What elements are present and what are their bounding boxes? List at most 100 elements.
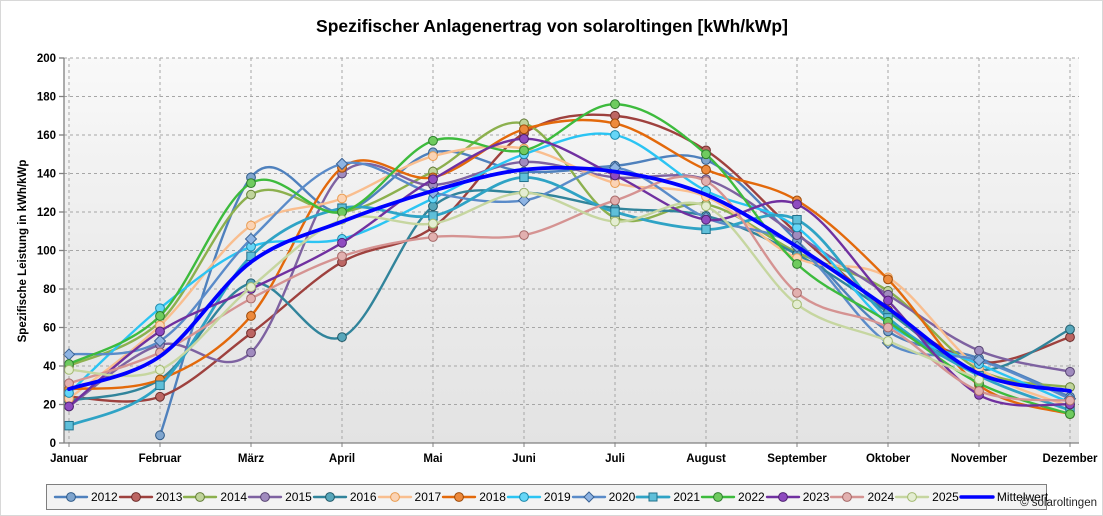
- marker-2022: [610, 99, 620, 110]
- y-tick-label: 160: [37, 130, 56, 142]
- legend-marker: [777, 492, 788, 502]
- x-tick-label: Januar: [50, 453, 88, 465]
- marker-2022: [701, 149, 711, 160]
- marker-2024: [792, 287, 802, 298]
- line-chart: 0 20 40 60 80 100 120 140 160 180 200 Januar Februar…: [17, 16, 1098, 465]
- marker-2024: [246, 293, 256, 304]
- legend-label-2015: 2015: [285, 490, 312, 504]
- marker-2025: [610, 216, 620, 227]
- marker-2025: [428, 218, 438, 229]
- marker-2021: [64, 420, 74, 431]
- marker-2020: [972, 354, 986, 367]
- legend-label-2023: 2023: [802, 490, 830, 504]
- legend-swatch-2013: [118, 492, 153, 502]
- legend-marker: [582, 491, 595, 503]
- series-line-Mittelwert: [67, 165, 1072, 393]
- legend-swatch-2024: [830, 492, 865, 502]
- marker-2022: [519, 145, 529, 156]
- legend-label-2020: 2020: [608, 490, 636, 504]
- marker-2023: [519, 133, 529, 144]
- series-line-2024: [67, 175, 1072, 402]
- marker-2018: [246, 311, 256, 321]
- legend-item-2015: 2015: [247, 490, 312, 504]
- marker-2018: [883, 274, 893, 285]
- legend-item-2023: 2023: [765, 490, 830, 504]
- legend-marker: [195, 492, 206, 502]
- marker-2022: [792, 259, 802, 269]
- legend-swatch-2016: [312, 492, 348, 502]
- marker-2020: [335, 157, 349, 171]
- marker-2023: [155, 326, 165, 337]
- marker-2016: [1065, 324, 1075, 335]
- legend-swatch-2025: [894, 492, 930, 502]
- marker-2023: [883, 295, 893, 306]
- marker-2021: [610, 207, 620, 217]
- legend-label-2013: 2013: [155, 490, 183, 504]
- series-Mittelwert: [67, 165, 1072, 393]
- legend-marker: [648, 492, 658, 502]
- legend-swatch-2014: [183, 492, 218, 502]
- legend-item-2020: 2020: [571, 490, 636, 504]
- marker-2024: [519, 230, 529, 241]
- legend-item-2025: 2025: [894, 490, 959, 504]
- marker-2024: [337, 251, 347, 262]
- legend-swatch-2019: [506, 492, 542, 502]
- marker-2021: [792, 215, 802, 225]
- legend-marker: [66, 492, 76, 502]
- marker-2021: [519, 172, 529, 183]
- marker-2023: [792, 199, 802, 210]
- legend-label-2012: 2012: [91, 490, 118, 504]
- y-tick-label: 40: [43, 361, 56, 373]
- marker-2023: [701, 214, 711, 225]
- legend-label-2018: 2018: [479, 490, 506, 504]
- series-2025: [64, 187, 984, 385]
- x-tick-label: Juni: [512, 453, 536, 465]
- x-tick-label: August: [686, 453, 726, 465]
- marker-2015: [246, 347, 256, 358]
- marker-2012: [155, 430, 165, 441]
- marker-2024: [974, 386, 984, 396]
- legend-marker: [713, 492, 723, 502]
- marker-2025: [701, 201, 711, 212]
- marker-2014: [246, 189, 256, 200]
- marker-2023: [428, 174, 438, 185]
- marker-2025: [155, 364, 165, 375]
- legend-marker: [324, 492, 335, 502]
- legend-item-2019: 2019: [506, 490, 571, 504]
- legend-label-2019: 2019: [543, 490, 571, 504]
- legend-item-2014: 2014: [182, 490, 247, 504]
- marker-2022: [246, 178, 256, 189]
- legend-item-2016: 2016: [312, 490, 377, 504]
- x-tick-label: Juli: [605, 453, 625, 465]
- marker-2020: [517, 194, 531, 207]
- x-tick-label: November: [951, 453, 1008, 465]
- legend-marker: [130, 492, 141, 502]
- series-line-2014: [67, 121, 1072, 389]
- y-axis-title: Spezifische Leistung in kWh/kWp: [17, 160, 29, 343]
- y-tick-label: 80: [43, 284, 56, 296]
- legend-label-2024: 2024: [867, 490, 895, 504]
- marker-2024: [428, 232, 438, 242]
- marker-2022: [155, 311, 165, 321]
- y-tick-label: 100: [37, 246, 56, 258]
- x-tick-label: April: [329, 453, 355, 465]
- marker-2025: [64, 364, 74, 375]
- series-line-2017: [67, 145, 1072, 408]
- legend-item-2022: 2022: [700, 490, 765, 504]
- legend-swatch-2021: [635, 492, 671, 502]
- x-tick-label: September: [767, 453, 827, 465]
- legend: 2012 2013 2014 2015 2016 2017 2018 2019 2020 2021…: [46, 484, 1048, 510]
- legend-item-2024: 2024: [829, 490, 894, 504]
- marker-2023: [64, 401, 74, 412]
- chart-title: Spezifischer Anlagenertrag von solarolti…: [316, 16, 788, 36]
- marker-2024: [701, 176, 711, 187]
- legend-swatch-2017: [377, 492, 412, 502]
- legend-swatch-Mittelwert: [959, 495, 995, 499]
- copyright-label: © solaroltingen: [1020, 497, 1097, 509]
- marker-2017: [246, 220, 256, 231]
- y-tick-label: 120: [37, 207, 56, 219]
- marker-2024: [883, 322, 893, 333]
- legend-marker: [907, 492, 918, 502]
- marker-2015: [1065, 366, 1075, 377]
